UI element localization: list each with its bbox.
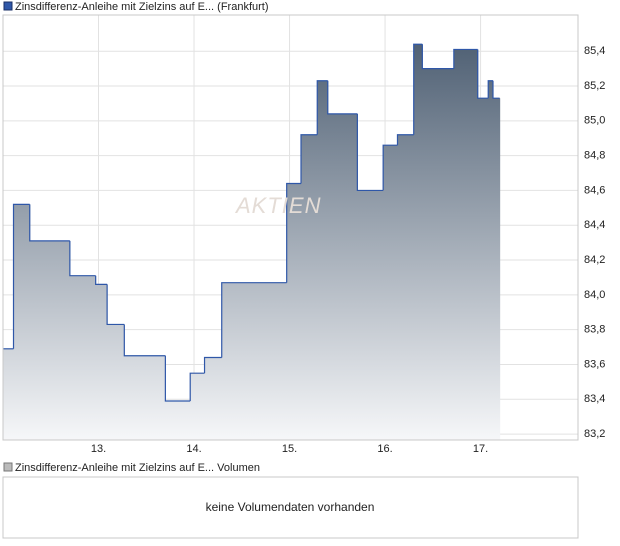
area-segment: [488, 80, 494, 440]
y-tick-label: 85,0: [584, 115, 605, 127]
area-segment: [422, 68, 455, 440]
volume-legend-swatch: [3, 462, 13, 472]
legend-label: Zinsdifferenz-Anleihe mit Zielzins auf E…: [15, 1, 269, 13]
line-segment: [221, 282, 287, 358]
area-segment: [477, 98, 489, 441]
y-tick-label: 85,4: [584, 45, 605, 57]
line-segment: [327, 80, 358, 115]
area-segment: [124, 355, 166, 440]
area-segment: [492, 98, 501, 441]
line-segment: [29, 204, 70, 242]
line-segment: [413, 43, 423, 135]
x-tick-label: 17.: [473, 443, 488, 455]
line-segment: [189, 372, 205, 402]
line-segment: [203, 356, 222, 374]
plot-border: [2, 14, 579, 441]
line-segment: [69, 240, 96, 277]
x-tick-label: 15.: [282, 443, 297, 455]
area-segment: [317, 80, 329, 440]
line-segment: [300, 134, 318, 184]
legend-swatch: [3, 1, 13, 11]
y-tick-label: 83,4: [584, 393, 605, 405]
area-segment: [301, 134, 318, 440]
y-tick-label: 83,6: [584, 358, 605, 370]
area-segment: [69, 275, 97, 440]
area-segment: [95, 284, 108, 440]
line-segment: [421, 44, 454, 70]
volume-message: keine Volumendaten vorhanden: [206, 500, 375, 514]
line-segment: [286, 182, 302, 283]
line-segment: [382, 144, 398, 191]
line-segment: [106, 284, 125, 326]
y-tick-label: 84,0: [584, 289, 605, 301]
y-tick-label: 85,2: [584, 80, 605, 92]
line-segment: [396, 134, 414, 146]
area-segment: [357, 190, 384, 440]
watermark: AKTIEN: [234, 193, 321, 218]
line-segment: [453, 48, 478, 69]
area-segment: [327, 113, 358, 441]
y-tick-label: 84,8: [584, 150, 605, 162]
y-tick-label: 83,2: [584, 428, 605, 440]
area-segment: [286, 183, 302, 440]
line-segment: [487, 80, 493, 99]
volume-legend: Zinsdifferenz-Anleihe mit Zielzins auf E…: [15, 462, 260, 474]
area-segment: [190, 373, 206, 440]
x-tick-label: 13.: [91, 443, 106, 455]
y-tick-label: 84,2: [584, 254, 605, 266]
area-segment: [397, 134, 415, 440]
area-segment: [453, 49, 479, 440]
area-segment: [221, 282, 288, 440]
x-tick-label: 14.: [186, 443, 201, 455]
area-segment: [107, 324, 125, 440]
area-segment: [204, 357, 223, 440]
line-segment: [164, 355, 191, 402]
y-tick-label: 83,8: [584, 324, 605, 336]
line-segment: [123, 324, 166, 357]
line-segment: [492, 80, 500, 99]
area-segment: [29, 240, 71, 440]
line-segment: [95, 275, 108, 286]
y-tick-label: 84,4: [584, 219, 605, 231]
line-segment: [477, 49, 489, 99]
x-tick-label: 16.: [377, 443, 392, 455]
area-segment: [13, 204, 31, 440]
line-segment: [356, 113, 384, 192]
area-segment: [383, 145, 398, 440]
area-segment: [3, 348, 15, 440]
volume-box: [2, 476, 579, 539]
line-segment: [316, 80, 328, 135]
line-segment: [12, 203, 30, 349]
area-segment: [413, 44, 423, 440]
y-tick-label: 84,6: [584, 184, 605, 196]
area-segment: [165, 401, 191, 440]
